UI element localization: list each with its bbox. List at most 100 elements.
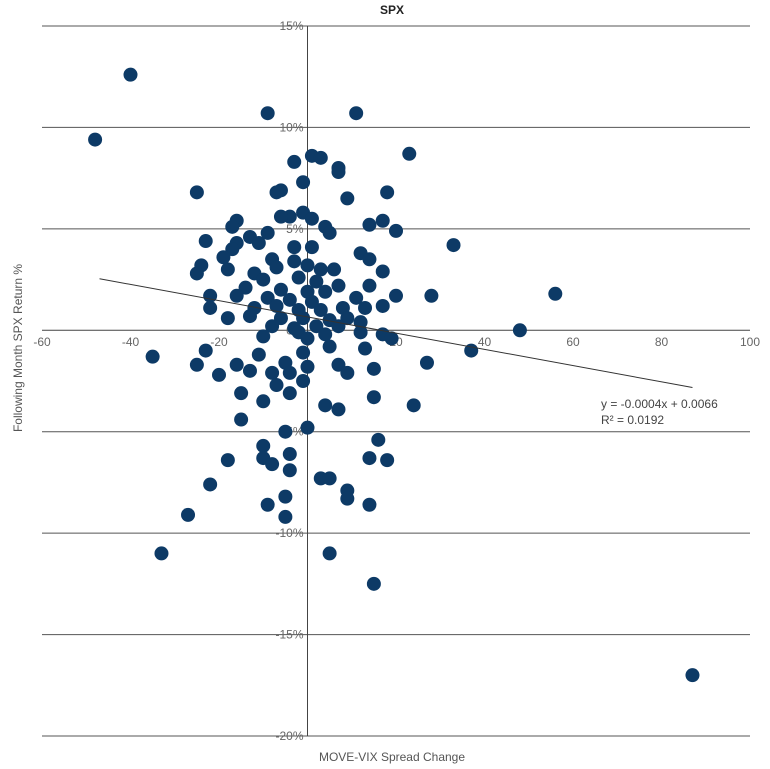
data-point	[212, 367, 226, 382]
data-point	[358, 300, 373, 315]
data-point	[229, 288, 244, 303]
data-point	[282, 386, 297, 401]
data-point	[313, 303, 328, 317]
data-point	[260, 225, 275, 240]
data-point	[265, 457, 280, 472]
data-point	[269, 298, 284, 313]
x-tick-label: 40	[478, 335, 492, 349]
data-point	[229, 357, 244, 372]
data-point	[340, 491, 355, 506]
data-point	[362, 278, 377, 293]
data-point	[123, 67, 138, 82]
data-point	[349, 290, 364, 305]
data-point	[313, 262, 328, 277]
data-point	[362, 451, 377, 466]
data-point	[260, 106, 275, 121]
data-point	[406, 398, 421, 413]
x-tick-label: 100	[740, 335, 760, 349]
data-point	[282, 447, 297, 462]
data-point	[371, 432, 386, 447]
data-point	[419, 355, 434, 370]
data-point	[256, 329, 271, 344]
data-point	[318, 284, 333, 299]
x-tick-label: 80	[655, 335, 669, 349]
data-point	[353, 325, 368, 340]
data-point	[291, 270, 306, 285]
data-point	[273, 311, 288, 326]
data-point	[402, 146, 417, 161]
data-point	[269, 260, 284, 275]
trendline	[99, 278, 693, 388]
data-point	[300, 359, 315, 374]
data-point	[238, 280, 253, 295]
data-point	[260, 290, 275, 305]
data-point	[198, 234, 213, 249]
data-point	[251, 347, 266, 362]
data-point	[296, 175, 311, 190]
data-point	[203, 477, 218, 492]
y-tick-label: -20%	[275, 729, 303, 743]
data-point	[512, 323, 527, 338]
data-point	[256, 394, 271, 409]
data-point	[225, 219, 240, 234]
data-point	[389, 288, 403, 303]
data-point	[300, 420, 315, 435]
x-tick-label: -40	[122, 335, 140, 349]
data-point	[225, 242, 240, 257]
data-point	[304, 211, 319, 226]
data-point	[331, 165, 346, 180]
data-point	[685, 668, 700, 683]
data-point	[278, 424, 293, 439]
data-point	[304, 294, 319, 309]
data-point	[189, 357, 204, 372]
data-point	[322, 471, 337, 486]
data-point	[349, 106, 364, 121]
y-tick-labels: 15%10%5%0%-5%-10%-15%-20%	[275, 19, 303, 743]
data-point	[251, 236, 266, 251]
data-point	[340, 365, 355, 380]
data-point	[304, 240, 319, 255]
data-point	[446, 238, 461, 253]
data-point	[300, 258, 315, 273]
data-point	[189, 185, 204, 200]
data-point	[265, 319, 280, 334]
gridlines	[42, 25, 750, 737]
data-point	[278, 489, 293, 504]
data-point	[198, 343, 213, 358]
data-point	[242, 363, 257, 378]
data-point	[282, 365, 297, 380]
data-point	[318, 398, 333, 413]
data-point	[242, 309, 257, 324]
data-point	[380, 185, 395, 200]
data-point	[256, 272, 271, 287]
trendline-equation: y = -0.0004x + 0.0066	[601, 397, 718, 411]
data-point	[322, 546, 337, 561]
data-point	[269, 185, 284, 200]
data-point	[181, 507, 196, 522]
data-point	[362, 217, 377, 232]
data-point	[260, 497, 275, 512]
axes	[42, 26, 750, 736]
data-point	[340, 191, 355, 206]
data-point	[220, 453, 235, 468]
data-point	[331, 402, 346, 417]
data-point	[154, 546, 169, 561]
data-point	[424, 288, 439, 303]
data-point	[220, 262, 235, 277]
data-point	[322, 225, 337, 240]
data-point	[300, 331, 315, 346]
data-point	[282, 463, 297, 478]
data-point	[358, 341, 373, 356]
data-point	[309, 319, 324, 334]
data-point	[203, 300, 218, 315]
data-point	[216, 250, 231, 265]
y-tick-label: -10%	[275, 526, 303, 540]
data-point	[234, 412, 249, 427]
data-point	[380, 453, 395, 468]
data-point	[362, 252, 377, 267]
y-tick-label: 15%	[279, 19, 303, 33]
trendline-group	[99, 278, 693, 388]
data-point	[287, 254, 302, 269]
trendline-r2: R² = 0.0192	[601, 413, 664, 427]
